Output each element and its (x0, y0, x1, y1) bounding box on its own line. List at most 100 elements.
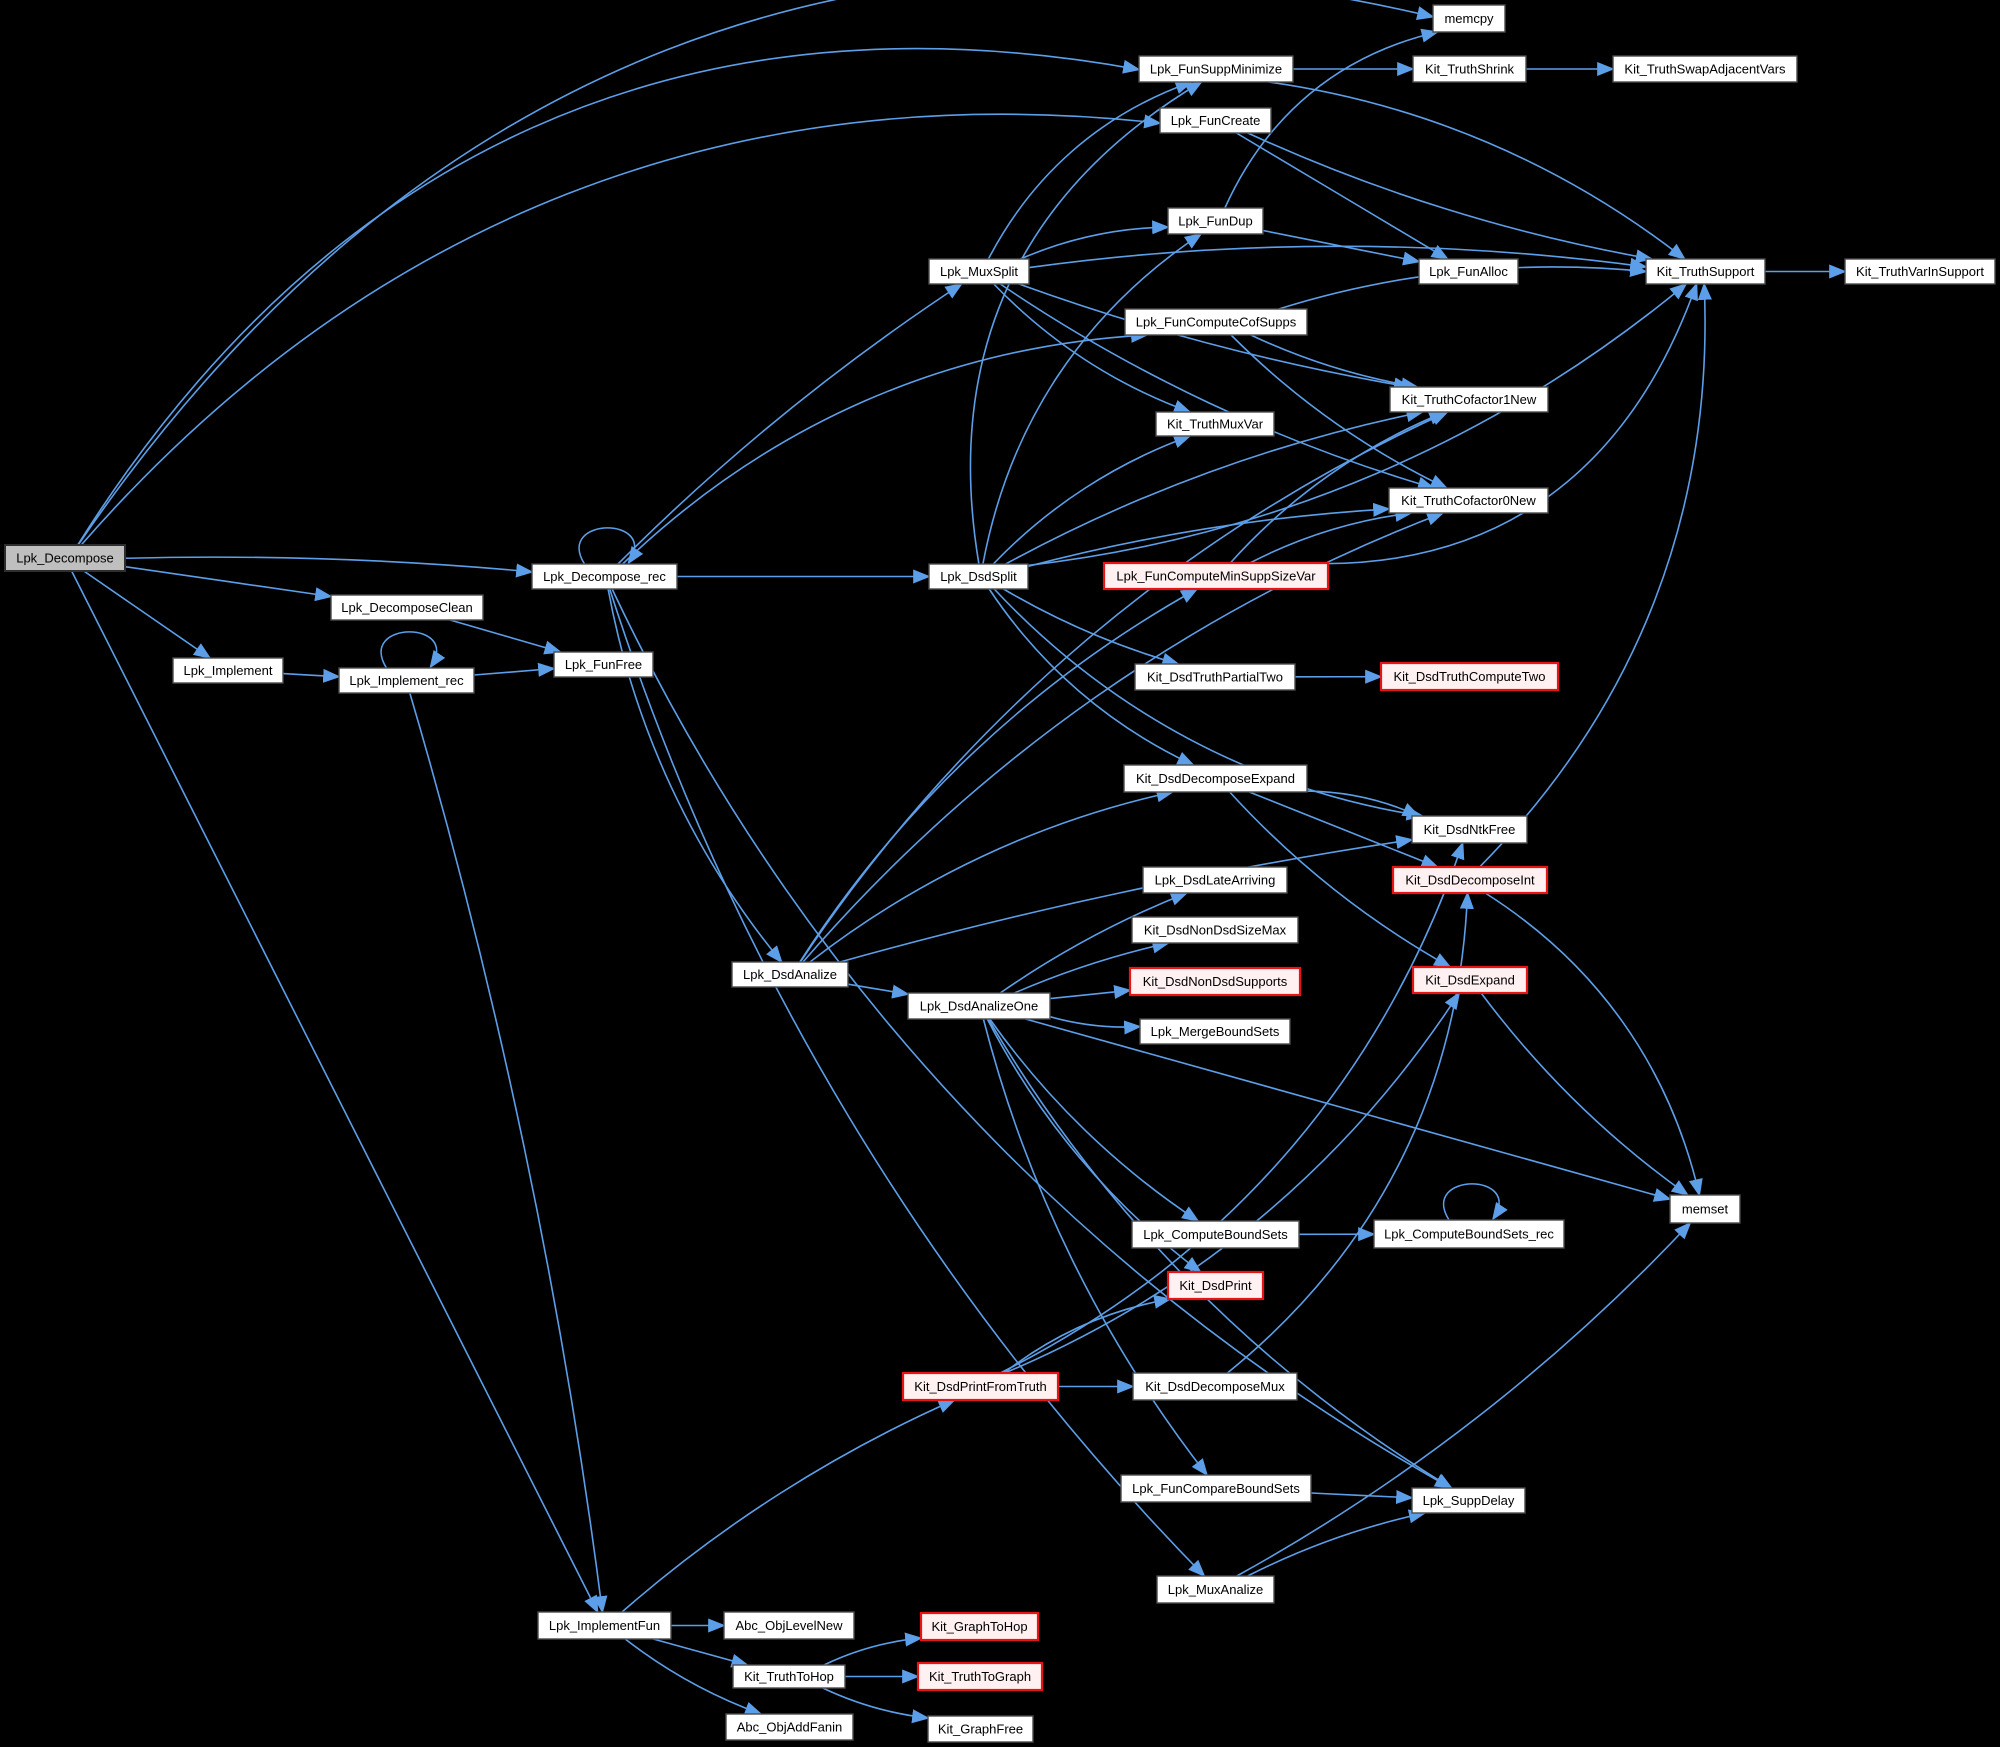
node-Kit_DsdNonDsdSizeMax[interactable]: Kit_DsdNonDsdSizeMax (1131, 916, 1299, 944)
edge-Lpk_MuxAnalize-to-Lpk_SuppDelay (1247, 1509, 1427, 1577)
node-Kit_DsdNonDsdSupports[interactable]: Kit_DsdNonDsdSupports (1128, 966, 1302, 997)
edge-Lpk_Decompose-to-memcpy (77, 0, 1435, 546)
edge-Lpk_DsdSplit-to-Kit_DsdDecomposeExpand (988, 588, 1195, 766)
node-Lpk_DsdLateArriving[interactable]: Lpk_DsdLateArriving (1142, 866, 1288, 894)
node-label: Kit_DsdDecomposeExpand (1136, 771, 1295, 786)
node-Kit_DsdDecomposeMux[interactable]: Kit_DsdDecomposeMux (1132, 1372, 1298, 1401)
node-label: Lpk_FunCreate (1171, 113, 1261, 128)
node-label: Lpk_MuxSplit (940, 264, 1018, 279)
node-Kit_DsdTruthPartialTwo[interactable]: Kit_DsdTruthPartialTwo (1134, 663, 1296, 691)
node-Lpk_FunComputeMinSuppSizeVar[interactable]: Lpk_FunComputeMinSuppSizeVar (1102, 561, 1330, 591)
node-Kit_DsdDecomposeInt[interactable]: Kit_DsdDecomposeInt (1391, 865, 1549, 895)
edge-Lpk_Decompose_rec-to-Lpk_Decompose_rec (578, 527, 644, 565)
node-Kit_TruthSwapAdjacentVars[interactable]: Kit_TruthSwapAdjacentVars (1612, 55, 1798, 83)
node-Kit_DsdDecomposeExpand[interactable]: Kit_DsdDecomposeExpand (1123, 764, 1308, 793)
edge-Lpk_DsdAnalizeOne-to-Lpk_DsdLateArriving (999, 892, 1189, 994)
node-label: Kit_TruthShrink (1425, 62, 1515, 77)
node-Kit_TruthToGraph[interactable]: Kit_TruthToGraph (916, 1661, 1044, 1692)
node-Lpk_Implement_rec[interactable]: Lpk_Implement_rec (338, 667, 475, 694)
node-Lpk_ComputeBoundSets[interactable]: Lpk_ComputeBoundSets (1131, 1220, 1300, 1249)
node-label: Kit_DsdExpand (1425, 973, 1515, 988)
node-Kit_TruthMuxVar[interactable]: Kit_TruthMuxVar (1155, 411, 1275, 437)
node-label: Kit_DsdNtkFree (1424, 822, 1516, 837)
node-label: Lpk_ComputeBoundSets (1143, 1227, 1288, 1242)
node-label: Kit_DsdDecomposeInt (1405, 873, 1535, 888)
node-label: Lpk_FunFree (565, 657, 642, 672)
edge-Lpk_FunComputeCofSupps-to-Kit_TruthCofactor1New (1250, 334, 1419, 392)
node-Lpk_Decompose[interactable]: Lpk_Decompose (4, 544, 126, 572)
node-Lpk_Decompose_rec[interactable]: Lpk_Decompose_rec (531, 563, 678, 590)
edge-Lpk_FunCreate-to-Kit_TruthSupport (1247, 132, 1654, 264)
node-Lpk_DsdSplit[interactable]: Lpk_DsdSplit (928, 563, 1029, 590)
node-label: Lpk_DsdAnalize (743, 967, 837, 982)
edge-Lpk_Decompose-to-Lpk_FunCreate (80, 113, 1162, 546)
node-label: Lpk_Implement (184, 663, 273, 678)
edge-Lpk_Decompose_rec-to-Lpk_DsdAnalize (607, 588, 783, 964)
node-Lpk_FunFree[interactable]: Lpk_FunFree (553, 651, 654, 678)
edge-Lpk_FunCreate-to-Lpk_FunAlloc (1235, 132, 1450, 260)
node-memset[interactable]: memset (1669, 1194, 1741, 1224)
node-Lpk_FunAlloc[interactable]: Lpk_FunAlloc (1418, 258, 1519, 285)
edge-Lpk_FunComputeMinSuppSizeVar-to-Kit_TruthCofactor0New (1249, 507, 1413, 564)
edge-Lpk_DsdAnalize-to-Lpk_DsdAnalizeOne (847, 983, 910, 999)
node-Kit_TruthCofactor0New[interactable]: Kit_TruthCofactor0New (1388, 487, 1549, 514)
node-Kit_DsdExpand[interactable]: Kit_DsdExpand (1411, 965, 1529, 995)
node-Kit_DsdPrintFromTruth[interactable]: Kit_DsdPrintFromTruth (901, 1371, 1060, 1402)
node-label: Kit_DsdNonDsdSupports (1143, 974, 1288, 989)
node-Lpk_MuxSplit[interactable]: Lpk_MuxSplit (928, 258, 1030, 285)
edge-Lpk_DecomposeClean-to-Lpk_FunFree (449, 619, 563, 655)
node-label: Lpk_FunDup (1178, 214, 1252, 229)
edge-Lpk_MuxSplit-to-Lpk_FunDup (1020, 220, 1170, 260)
node-Abc_ObjLevelNew[interactable]: Abc_ObjLevelNew (723, 1611, 855, 1640)
node-Abc_ObjAddFanin[interactable]: Abc_ObjAddFanin (725, 1713, 854, 1741)
node-Lpk_FunCreate[interactable]: Lpk_FunCreate (1159, 107, 1272, 134)
edge-Lpk_MuxSplit-to-Kit_TruthCofactor0New (999, 283, 1436, 491)
edge-Lpk_Decompose-to-Lpk_Implement (83, 570, 212, 659)
edge-Lpk_DsdSplit-to-Kit_TruthCofactor1New (1005, 408, 1425, 565)
node-label: Kit_DsdTruthComputeTwo (1394, 669, 1546, 684)
node-label: Lpk_FunSuppMinimize (1150, 62, 1282, 77)
node-Lpk_ImplementFun[interactable]: Lpk_ImplementFun (537, 1611, 672, 1640)
node-Kit_DsdTruthComputeTwo[interactable]: Kit_DsdTruthComputeTwo (1379, 661, 1560, 692)
node-label: Lpk_FunComputeCofSupps (1136, 315, 1297, 330)
edge-Lpk_DsdSplit-to-Kit_DsdTruthPartialTwo (1003, 588, 1180, 667)
node-Kit_TruthToHop[interactable]: Kit_TruthToHop (732, 1664, 846, 1689)
node-Lpk_FunCompareBoundSets[interactable]: Lpk_FunCompareBoundSets (1120, 1474, 1312, 1503)
node-Lpk_MergeBoundSets[interactable]: Lpk_MergeBoundSets (1139, 1018, 1291, 1045)
node-label: Lpk_DsdAnalizeOne (920, 999, 1039, 1014)
node-Lpk_DsdAnalize[interactable]: Lpk_DsdAnalize (731, 961, 849, 988)
node-Lpk_DecomposeClean[interactable]: Lpk_DecomposeClean (330, 594, 484, 621)
node-Kit_DsdNtkFree[interactable]: Kit_DsdNtkFree (1411, 815, 1528, 844)
edge-Lpk_DsdAnalizeOne-to-Kit_DsdNonDsdSizeMax (1014, 939, 1171, 994)
node-label: Lpk_FunComputeMinSuppSizeVar (1116, 569, 1316, 584)
node-memcpy[interactable]: memcpy (1432, 4, 1506, 33)
edge-Lpk_DsdAnalizeOne-to-Lpk_SuppDelay (987, 1018, 1454, 1489)
node-Kit_TruthShrink[interactable]: Kit_TruthShrink (1412, 55, 1527, 83)
edge-Lpk_ImplementFun-to-Kit_TruthToHop (653, 1638, 750, 1668)
node-Kit_GraphToHop[interactable]: Kit_GraphToHop (919, 1611, 1040, 1642)
node-Lpk_FunSuppMinimize[interactable]: Lpk_FunSuppMinimize (1138, 55, 1294, 83)
node-Kit_TruthSupport[interactable]: Kit_TruthSupport (1645, 258, 1766, 285)
node-Kit_GraphFree[interactable]: Kit_GraphFree (927, 1715, 1034, 1743)
node-Lpk_ComputeBoundSets_rec[interactable]: Lpk_ComputeBoundSets_rec (1373, 1219, 1565, 1249)
edge-Lpk_DsdAnalizeOne-to-Lpk_ComputeBoundSets (989, 1018, 1200, 1222)
node-Lpk_FunComputeCofSupps[interactable]: Lpk_FunComputeCofSupps (1124, 308, 1308, 336)
node-Lpk_Implement[interactable]: Lpk_Implement (172, 657, 284, 684)
node-Kit_TruthVarInSupport[interactable]: Kit_TruthVarInSupport (1844, 258, 1996, 285)
node-Lpk_SuppDelay[interactable]: Lpk_SuppDelay (1411, 1487, 1526, 1514)
node-Lpk_FunDup[interactable]: Lpk_FunDup (1167, 207, 1264, 235)
edge-Kit_DsdDecomposeExpand-to-Kit_DsdNtkFree (1306, 790, 1421, 817)
edge-Lpk_DsdSplit-to-Kit_TruthCofactor0New (1027, 502, 1391, 568)
node-Lpk_DsdAnalizeOne[interactable]: Lpk_DsdAnalizeOne (907, 992, 1051, 1020)
node-label: Kit_TruthSupport (1657, 264, 1755, 279)
edge-Lpk_Implement_rec-to-Lpk_FunFree (473, 662, 556, 677)
node-Lpk_MuxAnalize[interactable]: Lpk_MuxAnalize (1156, 1575, 1275, 1604)
node-label: Lpk_Implement_rec (349, 673, 464, 688)
edge-Lpk_Decompose_rec-to-Lpk_MuxAnalize (608, 588, 1206, 1578)
edge-Lpk_Decompose-to-Lpk_FunSuppMinimize (77, 47, 1141, 546)
node-Kit_TruthCofactor1New[interactable]: Kit_TruthCofactor1New (1389, 386, 1549, 413)
node-Kit_DsdPrint[interactable]: Kit_DsdPrint (1166, 1270, 1265, 1301)
node-label: Abc_ObjAddFanin (737, 1720, 843, 1735)
node-label: Kit_DsdNonDsdSizeMax (1144, 923, 1287, 938)
node-label: Kit_TruthCofactor0New (1401, 493, 1536, 508)
